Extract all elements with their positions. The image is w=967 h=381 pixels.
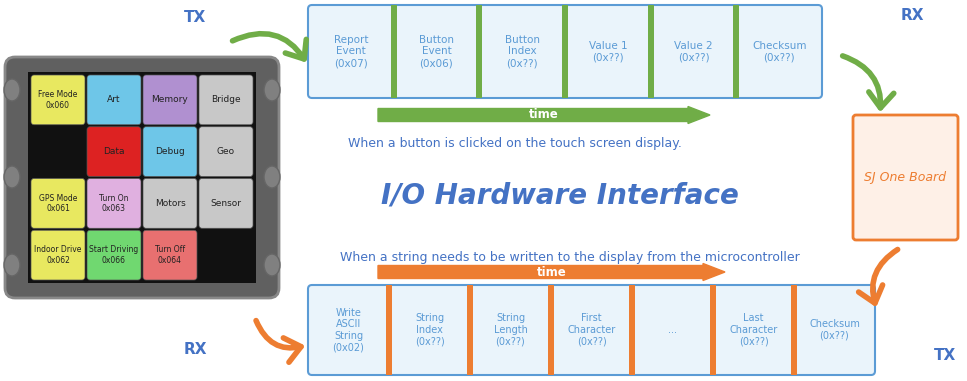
Text: Write
ASCII
String
(0x02): Write ASCII String (0x02) [333,307,365,352]
FancyBboxPatch shape [199,127,253,176]
FancyArrowPatch shape [859,250,897,303]
Text: TX: TX [934,347,956,362]
FancyArrowPatch shape [842,56,894,108]
FancyBboxPatch shape [87,127,141,176]
Bar [477,5,483,98]
FancyBboxPatch shape [143,127,197,176]
FancyBboxPatch shape [87,230,141,280]
FancyBboxPatch shape [853,115,958,240]
Ellipse shape [264,166,280,188]
Text: GPS Mode
0x061: GPS Mode 0x061 [39,194,77,213]
FancyArrowPatch shape [232,34,307,59]
FancyArrowPatch shape [256,320,301,362]
FancyBboxPatch shape [199,179,253,228]
FancyBboxPatch shape [143,179,197,228]
Ellipse shape [264,254,280,276]
Text: I/O Hardware Interface: I/O Hardware Interface [381,181,739,209]
Text: When a string needs to be written to the display from the microcontroller: When a string needs to be written to the… [340,251,800,264]
Text: Sensor: Sensor [211,199,242,208]
Ellipse shape [4,79,20,101]
Bar [548,285,554,375]
Text: Data: Data [103,147,125,156]
FancyBboxPatch shape [143,75,197,125]
FancyBboxPatch shape [87,179,141,228]
Ellipse shape [4,166,20,188]
Text: String
Length
(0x??): String Length (0x??) [493,314,527,347]
Text: Last
Character
(0x??): Last Character (0x??) [729,314,777,347]
Text: Turn On
0x063: Turn On 0x063 [100,194,129,213]
Text: Value 1
(0x??): Value 1 (0x??) [589,41,628,62]
FancyBboxPatch shape [308,5,822,98]
Text: Art: Art [107,95,121,104]
Text: ...: ... [668,325,677,335]
Text: Debug: Debug [155,147,185,156]
Text: Button
Index
(0x??): Button Index (0x??) [505,35,540,68]
Text: RX: RX [900,8,923,22]
Text: Motors: Motors [155,199,186,208]
Text: Turn Off
0x064: Turn Off 0x064 [155,245,185,265]
FancyBboxPatch shape [5,57,279,298]
Text: Memory: Memory [152,95,189,104]
FancyBboxPatch shape [199,75,253,125]
Text: Button
Event
(0x06): Button Event (0x06) [419,35,454,68]
Text: Checksum
(0x??): Checksum (0x??) [809,319,860,341]
Bar [386,285,392,375]
FancyBboxPatch shape [87,75,141,125]
Text: Report
Event
(0x07): Report Event (0x07) [334,35,368,68]
Text: Start Driving
0x066: Start Driving 0x066 [89,245,138,265]
Bar [467,285,473,375]
FancyArrow shape [378,264,725,280]
Ellipse shape [4,254,20,276]
Bar [562,5,568,98]
Bar [28,72,256,283]
Bar [733,5,740,98]
Bar [391,5,396,98]
Text: Free Mode
0x060: Free Mode 0x060 [39,90,77,110]
Bar [648,5,654,98]
FancyBboxPatch shape [31,230,85,280]
Text: First
Character
(0x??): First Character (0x??) [568,314,616,347]
Ellipse shape [264,79,280,101]
FancyBboxPatch shape [31,179,85,228]
FancyBboxPatch shape [308,285,875,375]
Text: TX: TX [184,11,206,26]
Bar [791,285,797,375]
Bar [629,285,635,375]
FancyBboxPatch shape [143,230,197,280]
Text: time: time [529,109,559,122]
Text: time: time [537,266,567,279]
Text: SJ One Board: SJ One Board [864,171,947,184]
Text: Value 2
(0x??): Value 2 (0x??) [674,41,713,62]
Bar [710,285,716,375]
FancyArrow shape [378,107,710,123]
Text: Geo: Geo [217,147,235,156]
Text: When a button is clicked on the touch screen display.: When a button is clicked on the touch sc… [348,136,682,149]
Text: Checksum
(0x??): Checksum (0x??) [752,41,806,62]
Text: RX: RX [184,343,207,357]
Text: Bridge: Bridge [211,95,241,104]
Text: Indoor Drive
0x062: Indoor Drive 0x062 [34,245,81,265]
Text: String
Index
(0x??): String Index (0x??) [415,314,445,347]
FancyBboxPatch shape [31,75,85,125]
